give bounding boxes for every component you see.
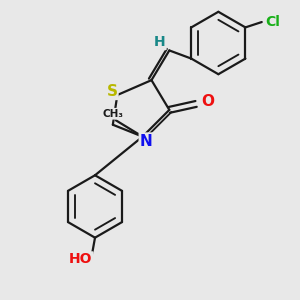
Text: Cl: Cl	[266, 15, 280, 29]
Text: H: H	[154, 35, 166, 49]
Text: CH₃: CH₃	[103, 109, 124, 119]
Text: HO: HO	[69, 252, 92, 266]
Text: O: O	[201, 94, 214, 109]
Text: N: N	[140, 134, 152, 148]
Text: S: S	[106, 84, 118, 99]
